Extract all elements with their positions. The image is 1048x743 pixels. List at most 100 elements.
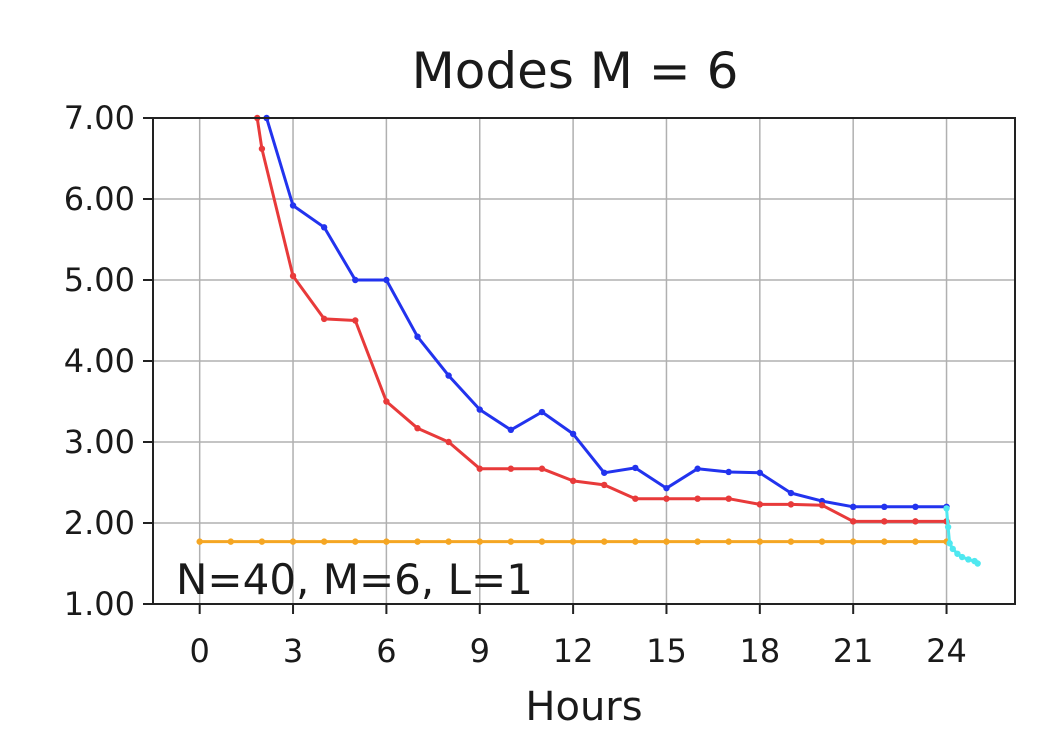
data-point [414, 333, 421, 340]
data-point [383, 398, 390, 405]
data-point [289, 538, 297, 545]
data-point [507, 426, 515, 434]
data-point [849, 538, 857, 545]
data-point [725, 538, 732, 545]
data-point [538, 538, 546, 545]
x-tick-label: 9 [470, 632, 490, 670]
data-point [414, 538, 421, 545]
data-point [445, 372, 452, 379]
series-line [265, 116, 948, 509]
data-point [538, 465, 546, 472]
data-point [414, 425, 421, 432]
data-point [476, 406, 483, 413]
series-1 [254, 114, 950, 525]
data-point [258, 145, 266, 152]
annotation-label: N=40, M=6, L=1 [176, 555, 533, 604]
data-point [725, 495, 732, 502]
x-tick-label: 15 [646, 632, 687, 670]
data-point [258, 538, 266, 545]
data-point [725, 468, 732, 476]
data-point [507, 538, 515, 545]
data-point [476, 465, 483, 472]
chart-title: Modes M = 6 [412, 42, 739, 100]
x-tick-label: 18 [739, 632, 780, 670]
x-tick-label: 21 [833, 632, 874, 670]
data-point [946, 540, 953, 547]
data-point [320, 224, 328, 231]
data-point [507, 465, 515, 472]
data-point [320, 538, 328, 545]
x-tick-label: 24 [926, 632, 967, 670]
data-point [756, 538, 764, 545]
data-point [949, 545, 956, 553]
series-2 [196, 538, 950, 545]
data-point [383, 276, 390, 284]
data-point [954, 550, 961, 557]
data-point [787, 489, 795, 497]
data-point [849, 503, 857, 510]
data-point [663, 495, 670, 502]
series-line [255, 116, 948, 523]
grid [153, 117, 1015, 605]
data-point [445, 438, 452, 446]
axes: 0 3 6 9 12 15 18 21 24 1.00 2.00 3.00 4.00 5.00 6.00 7.… [64, 99, 967, 670]
x-tick-label: 12 [553, 632, 594, 670]
data-point [196, 538, 203, 545]
data-point [756, 501, 764, 508]
data-point [974, 560, 981, 567]
data-point [569, 538, 577, 545]
data-point [632, 464, 639, 472]
data-point [912, 538, 919, 545]
data-point [569, 477, 577, 485]
data-point [694, 495, 701, 502]
data-point [569, 430, 577, 438]
data-point [756, 469, 764, 476]
data-point [849, 518, 857, 525]
data-point [881, 503, 888, 510]
data-point [818, 538, 826, 545]
data-point [694, 538, 701, 545]
data-point [881, 518, 888, 525]
data-point [663, 538, 670, 545]
data-point [818, 501, 826, 509]
x-axis-label: Hours [525, 684, 642, 730]
data-point [320, 315, 328, 323]
y-tick-label: 4.00 [64, 342, 135, 380]
data-point [943, 505, 950, 512]
x-tick-label: 6 [376, 632, 396, 670]
data-point [958, 553, 966, 561]
data-point [787, 501, 795, 508]
data-point [538, 408, 546, 416]
data-point [912, 503, 919, 510]
data-point [632, 538, 639, 545]
data-point [881, 538, 888, 545]
data-point [352, 317, 359, 324]
series-layer [196, 114, 981, 567]
data-point [476, 538, 483, 545]
data-point [352, 538, 359, 545]
y-tick-label: 7.00 [64, 99, 135, 137]
data-point [289, 272, 297, 280]
y-tick-label: 5.00 [64, 261, 135, 299]
y-tick-label: 3.00 [64, 423, 135, 461]
data-point [601, 481, 608, 489]
y-tick-label: 1.00 [64, 585, 135, 623]
data-point [912, 518, 919, 525]
data-point [965, 556, 972, 563]
data-point [944, 523, 952, 531]
data-point [352, 276, 359, 284]
data-point [663, 484, 670, 492]
y-tick-label: 2.00 [64, 504, 135, 542]
data-point [289, 202, 297, 209]
data-point [601, 538, 608, 545]
data-point [787, 538, 795, 545]
x-tick-label: 0 [189, 632, 209, 670]
x-tick-label: 3 [283, 632, 303, 670]
series-3 [943, 505, 981, 567]
series-0 [263, 114, 950, 510]
data-point [632, 495, 639, 502]
data-point [601, 469, 608, 476]
data-point [227, 538, 234, 545]
